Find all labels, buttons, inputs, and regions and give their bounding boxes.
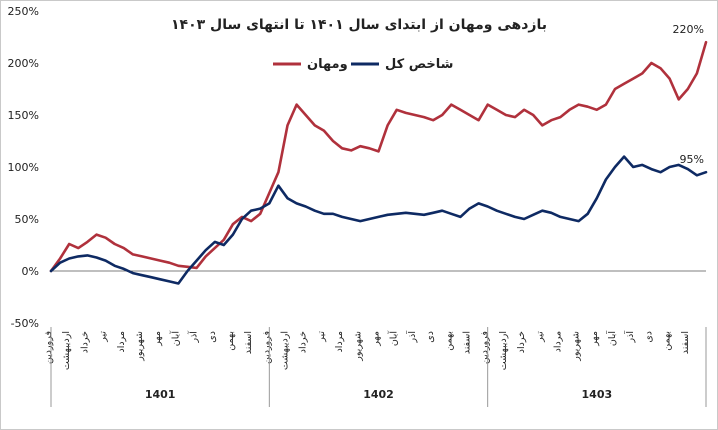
x-tick-label: مرداد — [334, 331, 345, 352]
x-tick-label: تیر — [316, 331, 327, 343]
series-line-vamahan — [49, 40, 708, 273]
x-tick-label: اردیبهشت — [61, 331, 72, 370]
x-tick-label: مهر — [152, 331, 163, 347]
y-axis: 250% 200% 150% 100% 50% 0% -50% — [8, 5, 39, 330]
x-tick-label: آبان — [168, 331, 181, 347]
x-tick-label: دی — [207, 331, 218, 343]
x-tick-label: تیر — [534, 331, 545, 343]
x-tick-label: فروردین — [480, 331, 491, 364]
x-tick-label: مهر — [589, 331, 600, 347]
x-tick-label: بهمن — [225, 331, 236, 351]
end-value-label: 95% — [680, 153, 704, 166]
year-label: 1401 — [145, 388, 176, 401]
x-tick-label: مرداد — [552, 331, 563, 352]
y-tick-label: -50% — [11, 317, 39, 330]
year-label: 1402 — [363, 388, 394, 401]
x-tick-label: آذر — [405, 331, 418, 344]
x-axis: فروردین اردیبهشت خرداد تیر مرداد شهریور مهر آبا… — [43, 327, 707, 407]
x-tick-label: بهمن — [443, 331, 454, 351]
series-group — [49, 40, 708, 285]
x-tick-label: شهریور — [571, 331, 582, 362]
series-line-index — [49, 155, 708, 285]
year-label: 1403 — [582, 388, 613, 401]
x-tick-label: خرداد — [298, 331, 309, 353]
x-tick-label: خرداد — [516, 331, 527, 353]
x-tick-label: فروردین — [261, 331, 272, 364]
end-value-label: 220% — [673, 23, 704, 36]
x-tick-label: بهمن — [662, 331, 673, 351]
y-tick-label: 200% — [8, 57, 39, 70]
x-tick-label: آبان — [605, 331, 618, 347]
x-tick-label: فروردین — [43, 331, 54, 364]
y-tick-label: 250% — [8, 5, 39, 18]
x-tick-label: آذر — [623, 331, 636, 344]
y-tick-label: 100% — [8, 161, 39, 174]
legend-label-vamahan: ومهان — [307, 57, 348, 72]
x-tick-label: اسفند — [462, 331, 473, 354]
x-tick-label: آبان — [387, 331, 400, 347]
x-tick-label: شهریور — [134, 331, 145, 362]
x-tick-label: تیر — [98, 331, 109, 343]
x-tick-label: اردیبهشت — [280, 331, 291, 370]
x-tick-label: مرداد — [116, 331, 127, 352]
x-tick-label: دی — [643, 331, 654, 343]
x-tick-label: آذر — [187, 331, 200, 344]
x-tick-label: مهر — [371, 331, 382, 347]
x-tick-label: شهریور — [352, 331, 363, 362]
annotations: 220% 95% — [673, 23, 704, 166]
y-tick-label: 50% — [15, 213, 39, 226]
y-tick-label: 0% — [22, 265, 39, 278]
x-tick-label: خرداد — [79, 331, 90, 353]
x-tick-label: اسفند — [243, 331, 254, 354]
x-tick-label: اردیبهشت — [498, 331, 509, 370]
x-tick-label: اسفند — [680, 331, 691, 354]
chart-title: بازدهی ومهان از ابتدای سال ۱۴۰۱ تا انتها… — [171, 17, 547, 33]
legend: ومهان شاخص کل — [273, 57, 453, 72]
legend-label-index: شاخص کل — [385, 57, 453, 72]
y-tick-label: 150% — [8, 109, 39, 122]
x-tick-label: دی — [425, 331, 436, 343]
